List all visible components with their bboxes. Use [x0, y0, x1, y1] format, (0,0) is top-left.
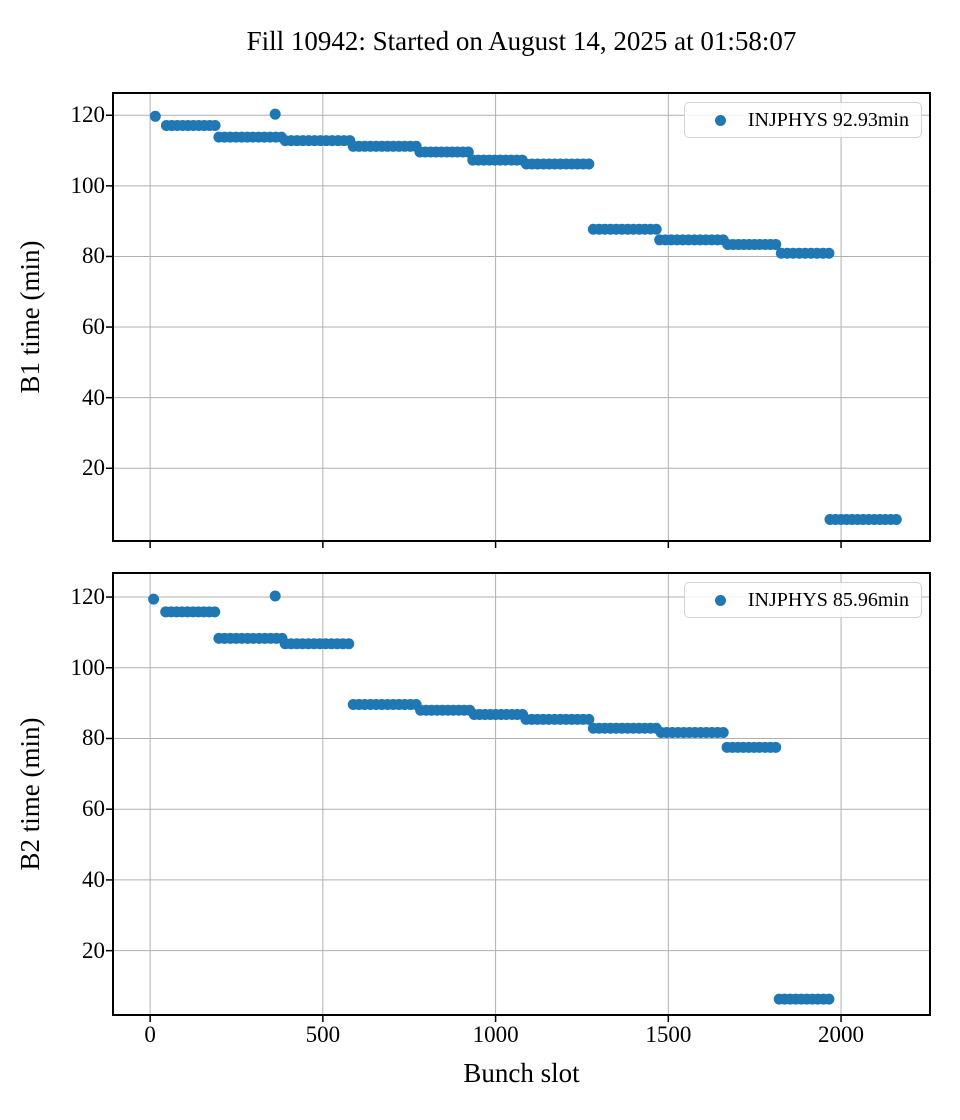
y-tick-label: 80	[82, 725, 105, 751]
y-tick-label: 100	[70, 172, 106, 198]
legend-marker-icon	[714, 594, 726, 606]
y-tick-label: 80	[82, 243, 105, 269]
plot-border	[112, 572, 931, 1016]
y-tick-label: 40	[82, 866, 105, 892]
x-tick-label: 1500	[645, 1022, 692, 1047]
x-tick-label: 1000	[472, 1022, 519, 1047]
y-tick-label: 60	[82, 796, 105, 822]
y-tick-label: 100	[70, 654, 106, 680]
legend-b2: INJPHYS 85.96min	[683, 582, 922, 618]
x-axis-label: Bunch slot	[463, 1058, 580, 1088]
y-tick-label: 120	[70, 102, 106, 128]
y-tick-label: 60	[82, 314, 105, 340]
plot-b2-canvas	[106, 572, 931, 1022]
y-tick-label: 120	[70, 584, 106, 610]
y-tick-label: 20	[82, 937, 105, 963]
plot-b1: INJPHYS 92.93min	[106, 92, 931, 548]
x-tick-label: 500	[305, 1022, 341, 1047]
legend-label: INJPHYS 92.93min	[747, 108, 909, 131]
legend-marker-icon	[714, 114, 726, 126]
plot-border	[112, 92, 931, 542]
data-points	[149, 108, 902, 525]
figure-title: Fill 10942: Started on August 14, 2025 a…	[246, 26, 797, 56]
y-tick-label: 20	[82, 455, 105, 481]
data-points	[148, 590, 835, 1005]
x-tick-label: 2000	[818, 1022, 865, 1047]
plot-b1-canvas	[106, 92, 931, 548]
plot-b2: INJPHYS 85.96min	[106, 572, 931, 1022]
y-tick-label: 40	[82, 384, 105, 410]
legend-b1: INJPHYS 92.93min	[683, 102, 922, 138]
x-tick-label: 0	[144, 1022, 156, 1047]
legend-label: INJPHYS 85.96min	[747, 588, 909, 611]
